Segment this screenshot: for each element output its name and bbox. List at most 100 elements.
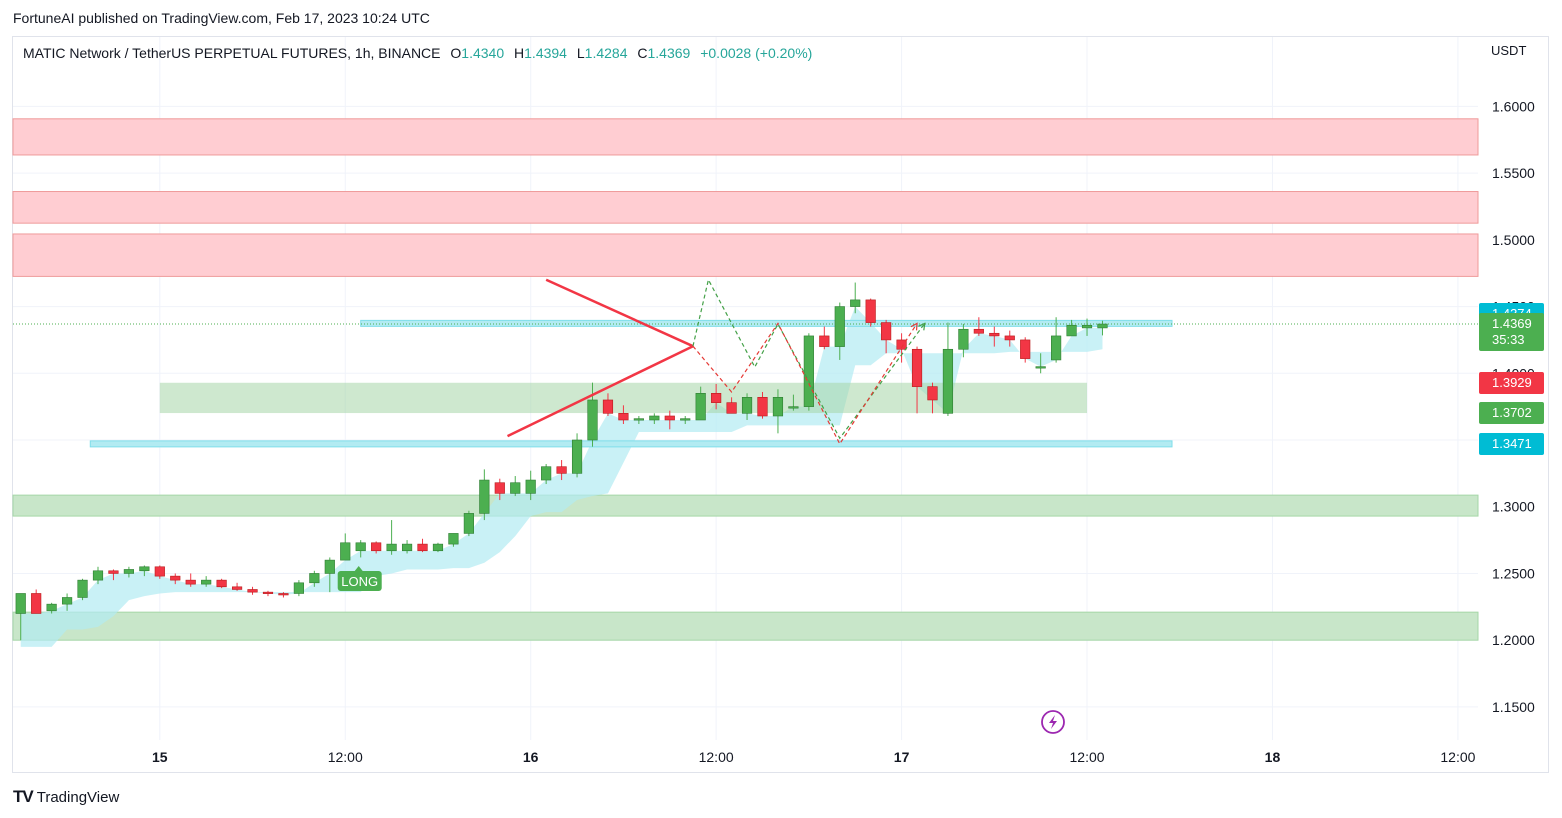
candles (15, 282, 1108, 641)
candle-down (247, 589, 258, 593)
candle-down (1004, 335, 1015, 341)
event-markers (1041, 710, 1065, 734)
candle-down (494, 482, 505, 494)
candle-up (139, 566, 150, 572)
candle-up (324, 559, 335, 574)
candle-up (1051, 335, 1062, 361)
y-tick-label: 1.6000 (1492, 98, 1535, 114)
candle-up (788, 406, 799, 409)
candle-up (1081, 324, 1093, 329)
candle-up (448, 533, 459, 545)
candle-down (881, 322, 892, 341)
candle-up (571, 439, 583, 474)
candle-up (355, 542, 366, 552)
price-tag-value: 1.3929 (1492, 374, 1532, 390)
candle-down (262, 591, 274, 594)
support-zone-2 (12, 611, 1479, 641)
x-tick-label: 12:00 (328, 749, 363, 765)
projection-bearish (692, 322, 918, 446)
resistance-zone-2 (12, 191, 1479, 224)
candle-down (865, 299, 876, 323)
candle-up (587, 399, 598, 441)
resistance-zone-1 (12, 118, 1479, 156)
candle-up (61, 597, 73, 605)
projection-bearish-arrow (910, 322, 918, 331)
resistance-zone-3 (12, 233, 1479, 277)
x-tick-label: 17 (894, 749, 910, 765)
bar-countdown: 35:33 (1492, 332, 1525, 348)
candle-up (649, 415, 660, 421)
candle-down (31, 593, 42, 614)
candle-up (525, 479, 536, 494)
candle-down (989, 332, 1000, 337)
long-badge-arrow (354, 566, 363, 571)
chart-overlays (13, 306, 1478, 647)
candle-down (108, 570, 119, 574)
candle-down (1020, 339, 1031, 359)
candle-down (927, 386, 938, 401)
candle-up (541, 466, 552, 481)
candle-down (618, 413, 629, 421)
candle-up (401, 543, 413, 552)
candle-up (77, 579, 88, 598)
y-tick-label: 1.2500 (1492, 565, 1535, 581)
candle-up (1035, 366, 1046, 369)
candle-down (896, 339, 907, 350)
currency-label: USDT (1491, 43, 1527, 58)
candle-up (46, 603, 57, 612)
open-key: O (450, 45, 462, 61)
candle-down (664, 415, 675, 421)
candle-down (278, 593, 289, 596)
candle-down (911, 348, 923, 387)
candle-up (293, 582, 304, 594)
candle-up (463, 513, 474, 534)
x-tick-label: 16 (523, 749, 539, 765)
open-value: 1.4340 (461, 45, 505, 61)
price-tag-stop: 1.3929 (1479, 371, 1544, 394)
change-value: +0.0028 (+0.20%) (700, 45, 813, 61)
candle-up (386, 543, 397, 552)
candle-up (680, 418, 691, 421)
candle-up (850, 299, 861, 307)
low-key: L (576, 45, 585, 61)
price-tag-value: 1.3471 (1492, 435, 1532, 451)
support-zone-1 (12, 494, 1479, 517)
footer-brand[interactable]: TV TradingView (13, 787, 119, 807)
price-tag-entry: 1.3702 (1479, 402, 1544, 425)
y-tick-label: 1.1500 (1492, 699, 1535, 715)
low-value: 1.4284 (584, 45, 628, 61)
close-key: C (637, 45, 648, 61)
y-tick-label: 1.5500 (1492, 165, 1535, 181)
candle-down (185, 579, 196, 585)
candle-down (231, 586, 243, 590)
candle-down (757, 397, 768, 417)
y-tick-label: 1.2000 (1492, 632, 1535, 648)
close-value: 1.4369 (647, 45, 691, 61)
candle-down (726, 402, 737, 414)
x-tick-label: 12:00 (699, 749, 734, 765)
candle-up (834, 306, 845, 347)
candle-up (741, 397, 753, 414)
high-key: H (514, 45, 525, 61)
x-tick-label: 15 (152, 749, 168, 765)
candle-down (973, 328, 984, 334)
candle-up (201, 579, 212, 585)
candle-up (432, 543, 444, 552)
candle-up (633, 418, 644, 421)
candle-down (556, 466, 567, 474)
y-tick-label: 1.5000 (1492, 232, 1535, 248)
chart-frame (12, 36, 1549, 773)
candle-up (92, 570, 104, 581)
price-tag-value: 1.3702 (1492, 405, 1532, 421)
chart-legend: MATIC Network / TetherUS PERPETUAL FUTUR… (23, 45, 812, 61)
drawings: LONG (337, 278, 926, 591)
projection-bullish (692, 278, 926, 440)
candle-up (479, 479, 490, 514)
triangle-lower (506, 345, 694, 438)
candle-down (216, 579, 227, 588)
level-bottom (89, 440, 1173, 448)
candle-down (154, 566, 165, 577)
candle-up (1097, 323, 1108, 329)
x-tick-label: 12:00 (1440, 749, 1475, 765)
